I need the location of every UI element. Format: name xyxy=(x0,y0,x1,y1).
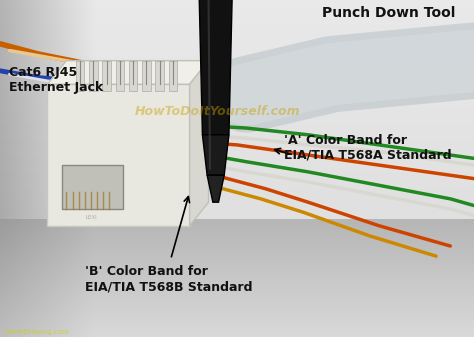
Text: Punch Down Tool: Punch Down Tool xyxy=(322,6,456,20)
Bar xyxy=(129,61,137,91)
Text: LEXI: LEXI xyxy=(85,215,97,220)
Polygon shape xyxy=(207,175,224,202)
Polygon shape xyxy=(202,135,229,175)
Polygon shape xyxy=(199,0,232,135)
Text: HowToDoItYourself.com: HowToDoItYourself.com xyxy=(135,105,301,118)
Text: Cat6 RJ45
Ethernet Jack: Cat6 RJ45 Ethernet Jack xyxy=(9,66,104,94)
Bar xyxy=(142,61,151,91)
Bar xyxy=(76,61,84,91)
Bar xyxy=(169,61,177,91)
Polygon shape xyxy=(190,61,209,226)
Bar xyxy=(155,61,164,91)
Bar xyxy=(47,84,190,226)
Bar xyxy=(62,165,123,209)
Polygon shape xyxy=(47,61,209,84)
Bar xyxy=(116,61,124,91)
Text: 'A' Color Band for
EIA/TIA T568A Standard: 'A' Color Band for EIA/TIA T568A Standar… xyxy=(284,134,452,162)
Bar xyxy=(89,61,98,91)
Bar xyxy=(102,61,111,91)
Text: GarrettHoang.com: GarrettHoang.com xyxy=(5,329,69,335)
Text: 'B' Color Band for
EIA/TIA T568B Standard: 'B' Color Band for EIA/TIA T568B Standar… xyxy=(85,265,253,293)
